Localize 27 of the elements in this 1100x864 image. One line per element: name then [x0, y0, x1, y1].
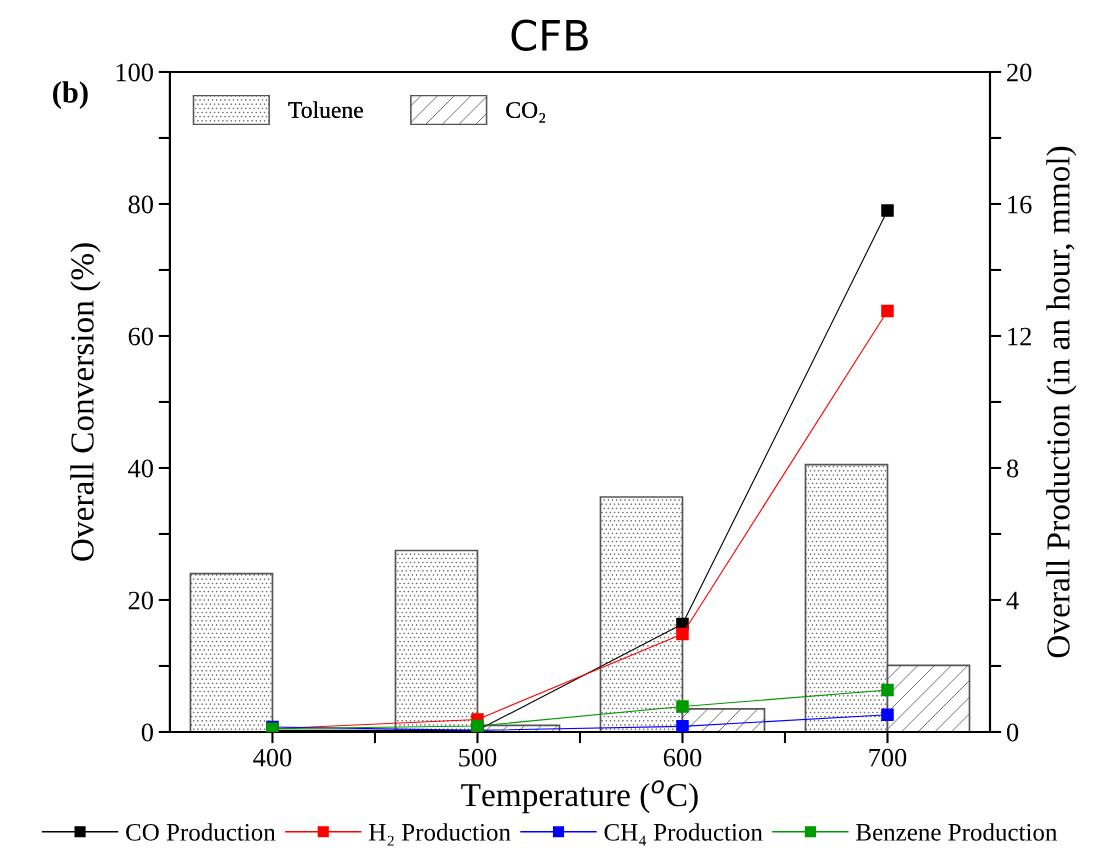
y-axis-title: Overall Conversion (%): [70, 243, 101, 561]
x-tick-label: 700: [869, 748, 907, 767]
x-tick-label: 600: [663, 748, 702, 767]
y-tick-label: 0: [141, 723, 153, 742]
legend-label: Benzene Production: [856, 823, 1058, 841]
y2-tick-label: 12: [1008, 327, 1031, 346]
y2-tick-label: 4: [1006, 591, 1019, 610]
y2-axis-title: Overall Production (in an hour, mmol): [1046, 146, 1077, 658]
y2-tick-label: 0: [1006, 723, 1019, 742]
chart-title: CFB: [511, 19, 588, 51]
y2-tick-label: 8: [1006, 459, 1019, 478]
legend-label: H₂ Production: [368, 823, 511, 846]
y-tick-label: 20: [128, 591, 153, 610]
y2-tick-label: 16: [1008, 195, 1032, 214]
x-tick-label: 400: [253, 748, 292, 767]
legend-label: CO Production: [126, 823, 276, 841]
y-tick-label: 60: [128, 327, 153, 346]
y-tick-label: 80: [128, 195, 153, 214]
x-axis-title: Temperature ($^{o}$C): [461, 780, 698, 814]
text: (b): [53, 81, 88, 109]
y-tick-label: 100: [116, 63, 153, 82]
legend-label: Toluene: [288, 101, 363, 119]
y2-tick-label: 20: [1007, 63, 1032, 82]
legend-label: CO₂: [506, 102, 546, 123]
legend-label: CH₄ Production: [604, 823, 763, 846]
y-tick-label: 40: [128, 459, 153, 478]
x-tick-label: 500: [459, 748, 497, 767]
